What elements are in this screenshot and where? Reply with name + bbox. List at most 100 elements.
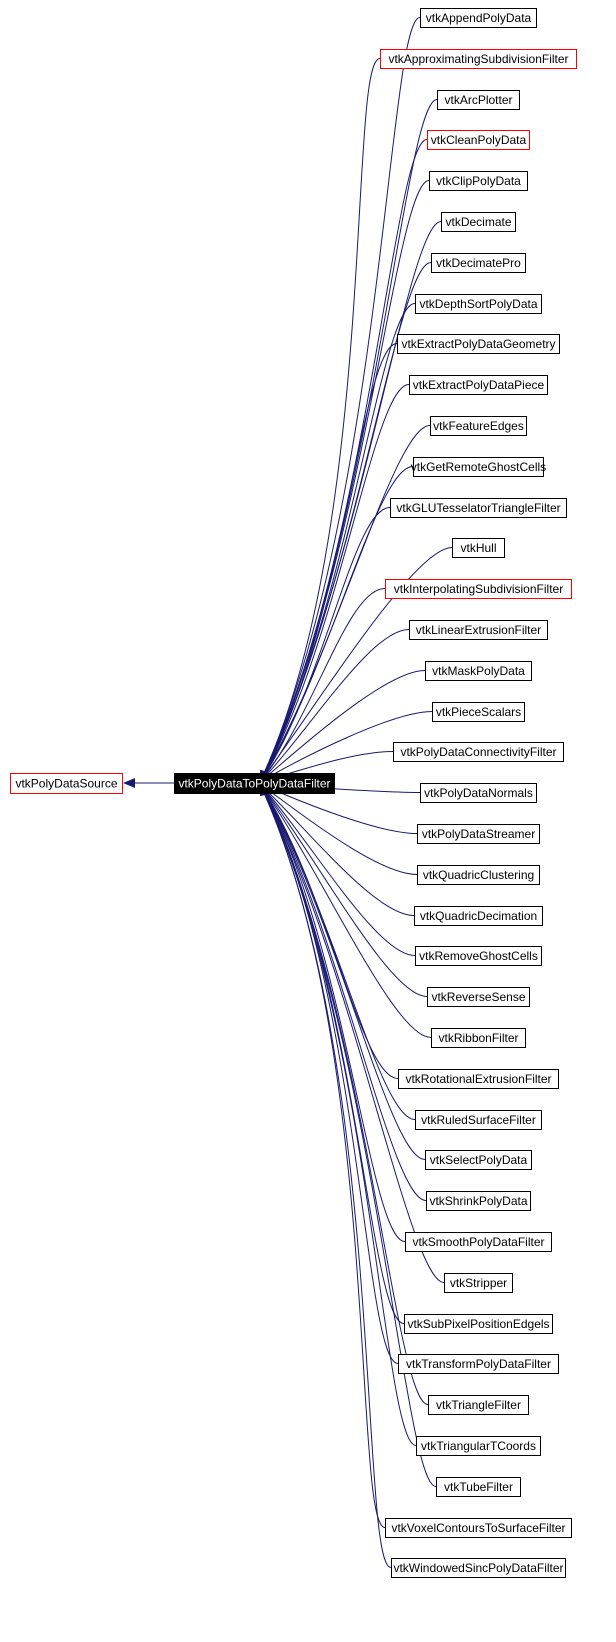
node-vtk-voxel-contours-to-surface-filter[interactable]: vtkVoxelContoursToSurfaceFilter	[385, 1518, 572, 1538]
node-vtk-poly-data-connectivity-filter-label: vtkPolyDataConnectivityFilter	[400, 745, 556, 759]
edge-vtk-arc-plotter	[259, 99, 438, 783]
edges-layer	[123, 17, 453, 1568]
node-vtk-ruled-surface-filter-label: vtkRuledSurfaceFilter	[421, 1113, 536, 1127]
node-vtk-reverse-sense-label: vtkReverseSense	[431, 990, 525, 1004]
node-vtk-poly-data-normals-label: vtkPolyDataNormals	[424, 786, 533, 800]
node-vtk-depth-sort-poly-data[interactable]: vtkDepthSortPolyData	[415, 294, 542, 314]
node-vtk-append-poly-data[interactable]: vtkAppendPolyData	[420, 8, 537, 28]
node-vtk-stripper[interactable]: vtkStripper	[444, 1273, 513, 1293]
node-vtk-select-poly-data[interactable]: vtkSelectPolyData	[425, 1150, 532, 1170]
node-vtk-extract-poly-data-piece-box	[409, 375, 548, 395]
node-vtk-quadric-clustering-label: vtkQuadricClustering	[423, 868, 534, 882]
node-vtk-arc-plotter[interactable]: vtkArcPlotter	[437, 90, 520, 110]
node-vtk-get-remote-ghost-cells[interactable]: vtkGetRemoteGhostCells	[411, 457, 546, 477]
edge-vtk-stripper	[259, 783, 445, 1283]
nodes-layer: vtkAppendPolyData vtkApproximatingSubdivi…	[10, 8, 577, 1578]
node-vtk-linear-extrusion-filter[interactable]: vtkLinearExtrusionFilter	[409, 620, 548, 640]
node-focus-vtk-poly-data-to-poly-data-filter[interactable]: vtkPolyDataToPolyDataFilter	[174, 773, 335, 794]
edge-vtk-glu-tesselator-triangle-filter	[259, 507, 391, 783]
node-vtk-quadric-decimation-label: vtkQuadricDecimation	[420, 909, 537, 923]
node-vtk-piece-scalars-label: vtkPieceScalars	[436, 705, 521, 719]
node-vtk-windowed-sinc-poly-data-filter-box	[391, 1558, 566, 1578]
node-vtk-poly-data-normals-box	[420, 783, 537, 803]
node-vtk-get-remote-ghost-cells-label: vtkGetRemoteGhostCells	[411, 460, 546, 474]
node-vtk-ruled-surface-filter[interactable]: vtkRuledSurfaceFilter	[415, 1110, 542, 1130]
node-vtk-arc-plotter-label: vtkArcPlotter	[444, 93, 512, 107]
edge-vtk-tube-filter	[259, 783, 437, 1487]
edge-vtk-clip-poly-data	[259, 180, 430, 783]
node-vtk-poly-data-connectivity-filter[interactable]: vtkPolyDataConnectivityFilter	[393, 742, 564, 762]
node-focus-vtk-poly-data-to-poly-data-filter-box	[174, 773, 335, 794]
node-vtk-tube-filter[interactable]: vtkTubeFilter	[436, 1477, 521, 1497]
edge-vtk-rotational-extrusion-filter	[259, 783, 399, 1079]
node-vtk-arc-plotter-box	[437, 90, 520, 110]
node-vtk-triangular-t-coords[interactable]: vtkTriangularTCoords	[416, 1436, 541, 1456]
node-vtk-triangle-filter[interactable]: vtkTriangleFilter	[428, 1395, 529, 1415]
node-vtk-remove-ghost-cells[interactable]: vtkRemoveGhostCells	[415, 946, 542, 966]
node-vtk-glu-tesselator-triangle-filter[interactable]: vtkGLUTesselatorTriangleFilter	[390, 498, 567, 518]
node-vtk-append-poly-data-box	[420, 8, 537, 28]
edge-vtk-linear-extrusion-filter	[259, 629, 410, 783]
node-vtk-extract-poly-data-piece[interactable]: vtkExtractPolyDataPiece	[409, 375, 548, 395]
node-vtk-windowed-sinc-poly-data-filter[interactable]: vtkWindowedSincPolyDataFilter	[391, 1558, 566, 1578]
node-vtk-poly-data-normals[interactable]: vtkPolyDataNormals	[420, 783, 537, 803]
node-vtk-shrink-poly-data[interactable]: vtkShrinkPolyData	[426, 1191, 531, 1211]
node-vtk-quadric-decimation-box	[414, 906, 543, 926]
node-vtk-get-remote-ghost-cells-box	[413, 457, 544, 477]
node-vtk-triangular-t-coords-box	[416, 1436, 541, 1456]
edge-vtk-shrink-poly-data	[259, 783, 427, 1201]
node-vtk-quadric-clustering[interactable]: vtkQuadricClustering	[417, 865, 540, 885]
edge-vtk-extract-poly-data-geometry	[259, 343, 398, 783]
node-vtk-ribbon-filter[interactable]: vtkRibbonFilter	[431, 1028, 526, 1048]
node-vtk-approximating-subdivision-filter[interactable]: vtkApproximatingSubdivisionFilter	[380, 49, 577, 69]
node-vtk-transform-poly-data-filter[interactable]: vtkTransformPolyDataFilter	[398, 1354, 559, 1374]
node-vtk-clip-poly-data[interactable]: vtkClipPolyData	[429, 171, 528, 191]
node-vtk-linear-extrusion-filter-box	[409, 620, 548, 640]
node-vtk-ribbon-filter-label: vtkRibbonFilter	[438, 1031, 518, 1045]
node-vtk-feature-edges[interactable]: vtkFeatureEdges	[430, 416, 527, 436]
node-vtk-tube-filter-label: vtkTubeFilter	[444, 1480, 513, 1494]
node-vtk-hull-box	[452, 538, 505, 558]
node-vtk-poly-data-streamer-box	[417, 824, 540, 844]
node-vtk-decimate-pro-label: vtkDecimatePro	[436, 256, 521, 270]
node-vtk-rotational-extrusion-filter-box	[398, 1069, 559, 1089]
node-vtk-triangular-t-coords-label: vtkTriangularTCoords	[421, 1439, 536, 1453]
node-vtk-quadric-decimation[interactable]: vtkQuadricDecimation	[414, 906, 543, 926]
node-vtk-clean-poly-data[interactable]: vtkCleanPolyData	[427, 130, 530, 150]
node-vtk-glu-tesselator-triangle-filter-box	[390, 498, 567, 518]
node-vtk-piece-scalars[interactable]: vtkPieceScalars	[432, 702, 525, 722]
node-focus-vtk-poly-data-to-poly-data-filter-label: vtkPolyDataToPolyDataFilter	[178, 777, 330, 791]
edge-vtk-extract-poly-data-piece	[259, 384, 410, 783]
node-vtk-smooth-poly-data-filter[interactable]: vtkSmoothPolyDataFilter	[405, 1232, 552, 1252]
node-vtk-sub-pixel-position-edgels-box	[404, 1314, 553, 1334]
edge-vtk-append-poly-data	[259, 17, 421, 783]
edge-vtk-depth-sort-poly-data	[259, 303, 416, 783]
node-vtk-poly-data-streamer[interactable]: vtkPolyDataStreamer	[417, 824, 540, 844]
node-vtk-extract-poly-data-geometry[interactable]: vtkExtractPolyDataGeometry	[397, 334, 560, 354]
edge-vtk-smooth-poly-data-filter	[259, 783, 406, 1242]
node-vtk-clean-poly-data-label: vtkCleanPolyData	[431, 133, 527, 147]
node-vtk-mask-poly-data[interactable]: vtkMaskPolyData	[425, 661, 532, 681]
node-vtk-poly-data-connectivity-filter-box	[393, 742, 564, 762]
node-vtk-extract-poly-data-geometry-box	[397, 334, 560, 354]
node-vtk-linear-extrusion-filter-label: vtkLinearExtrusionFilter	[416, 623, 541, 637]
node-vtk-hull[interactable]: vtkHull	[452, 538, 505, 558]
node-vtk-feature-edges-label: vtkFeatureEdges	[433, 419, 524, 433]
node-vtk-triangle-filter-label: vtkTriangleFilter	[436, 1398, 521, 1412]
node-vtk-sub-pixel-position-edgels[interactable]: vtkSubPixelPositionEdgels	[404, 1314, 553, 1334]
edge-vtk-remove-ghost-cells	[259, 783, 416, 956]
node-vtk-reverse-sense[interactable]: vtkReverseSense	[427, 987, 530, 1007]
edge-vtk-windowed-sinc-poly-data-filter	[259, 783, 392, 1568]
node-vtk-rotational-extrusion-filter[interactable]: vtkRotationalExtrusionFilter	[398, 1069, 559, 1089]
node-vtk-interpolating-subdivision-filter[interactable]: vtkInterpolatingSubdivisionFilter	[385, 579, 572, 599]
node-vtk-decimate-pro[interactable]: vtkDecimatePro	[431, 253, 526, 273]
edge-vtk-triangle-filter	[259, 783, 429, 1405]
node-vtk-depth-sort-poly-data-box	[415, 294, 542, 314]
edge-vtk-interpolating-subdivision-filter	[259, 588, 386, 783]
node-vtk-decimate[interactable]: vtkDecimate	[441, 212, 516, 232]
node-base-vtk-poly-data-source[interactable]: vtkPolyDataSource	[10, 773, 123, 794]
node-vtk-ribbon-filter-box	[431, 1028, 526, 1048]
node-vtk-interpolating-subdivision-filter-label: vtkInterpolatingSubdivisionFilter	[394, 582, 563, 596]
node-vtk-interpolating-subdivision-filter-box	[385, 579, 572, 599]
